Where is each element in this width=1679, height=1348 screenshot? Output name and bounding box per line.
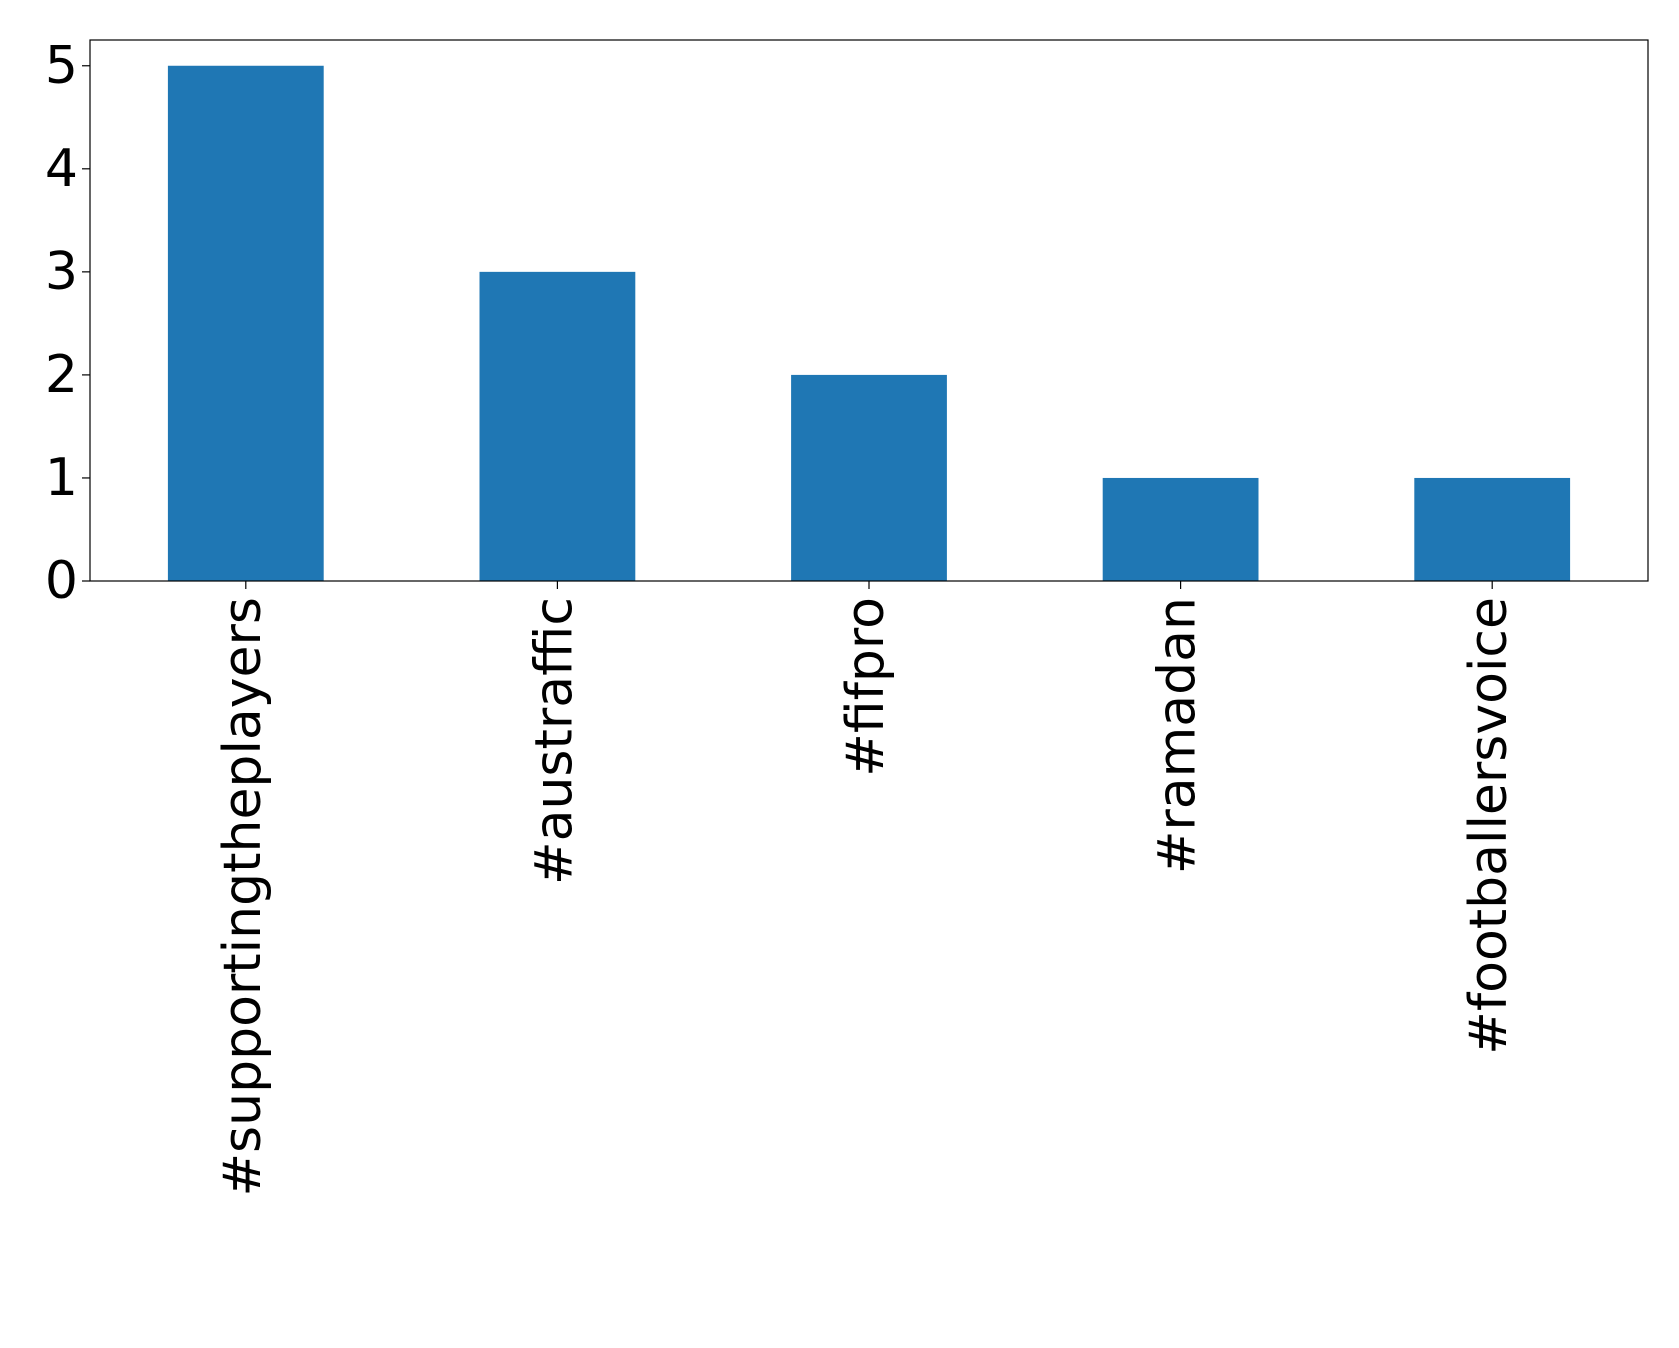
x-tick-label: #austraffic [524,597,584,885]
x-tick-label: #fifpro [836,597,896,777]
x-tick-label: #supportingtheplayers [213,597,273,1197]
y-tick-label: 0 [45,551,78,611]
y-tick-label: 2 [45,345,78,405]
y-tick-label: 1 [45,448,78,508]
y-tick-label: 5 [45,36,78,96]
bar [1414,477,1571,581]
plot-frame [89,39,1649,582]
y-tick-label: 4 [45,139,78,199]
bar [479,271,636,581]
bar [791,374,947,581]
bar [1102,477,1259,581]
x-tick-label: #footballersvoice [1459,597,1519,1055]
x-tick-label: #ramadan [1148,597,1208,874]
bar [167,65,324,581]
y-tick-label: 3 [45,242,78,302]
